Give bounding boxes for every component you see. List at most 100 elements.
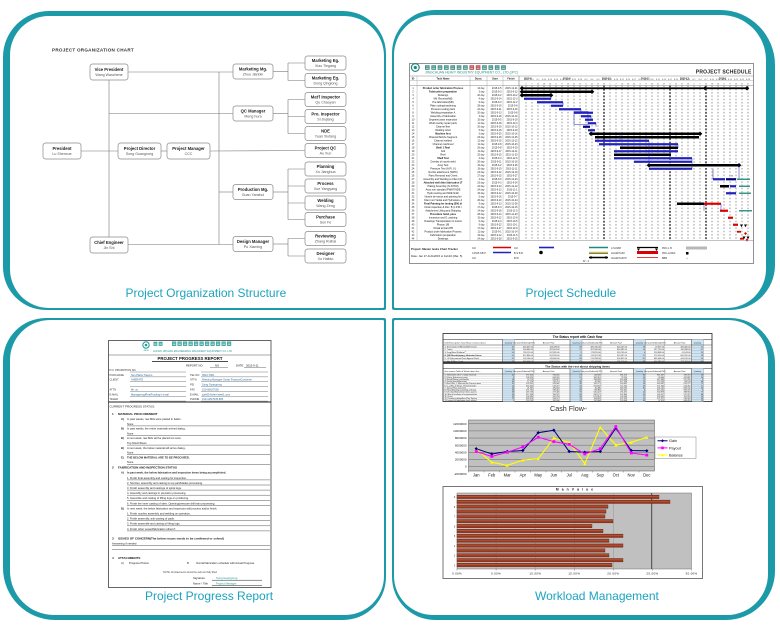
svg-text:6 day: 6 day [479, 220, 486, 223]
svg-text:Project QC: Project QC [315, 146, 337, 151]
svg-text:12 day: 12 day [477, 140, 485, 143]
svg-text:Nozzle de-stress and painting: Nozzle de-stress and painting fini [425, 196, 462, 199]
svg-text:Project Director: Project Director [124, 146, 156, 151]
svg-text:71: 71 [701, 385, 703, 387]
svg-text:TEL NO.: TEL NO. [190, 373, 200, 377]
svg-text:839,976: 839,976 [526, 398, 533, 400]
svg-text:2015-9-7: 2015-9-7 [508, 196, 518, 199]
svg-text:Mar: Mar [504, 472, 512, 477]
svg-text:769,115.00: 769,115.00 [523, 352, 534, 354]
svg-text:206,834.00: 206,834.00 [523, 349, 534, 351]
svg-text:Assembly of fabrication: Assembly of fabrication [430, 115, 456, 118]
svg-text:55,719: 55,719 [527, 379, 533, 381]
svg-text:Unit price/Subtotal(CNY): Unit price/Subtotal(CNY) [644, 370, 666, 373]
svg-text:Name / Title: Name / Title [193, 581, 208, 585]
svg-text:639,879: 639,879 [553, 379, 560, 381]
svg-text:2015-10-4: 2015-10-4 [507, 122, 519, 125]
svg-text:23 day: 23 day [477, 136, 485, 139]
svg-text:35: 35 [701, 352, 704, 354]
svg-text:Pressure Test (N.P.I.I.I): Pressure Test (N.P.I.I.I) [430, 168, 456, 171]
svg-text:Quantity: Quantity [505, 370, 512, 373]
svg-text:2015-9-16: 2015-9-16 [491, 196, 503, 199]
svg-text:8-19: 8-19 [560, 79, 565, 81]
svg-text:1: 1 [112, 412, 114, 416]
svg-text:In past weeks, raw Mtls were p: In past weeks, raw Mtls were placed in I… [127, 417, 182, 421]
svg-text:In past week, the below fabric: In past week, the below fabrication and … [127, 471, 226, 475]
svg-text:10000000: 10000000 [453, 429, 467, 433]
svg-text:2015-9-3: 2015-9-3 [492, 220, 502, 223]
svg-text:Xu Haitao: Xu Haitao [318, 257, 334, 261]
svg-text:8-24: 8-24 [626, 79, 631, 81]
svg-text:Jun: Jun [550, 472, 557, 477]
svg-text:2015-11-23: 2015-11-23 [505, 213, 518, 216]
svg-text:2015-10-23: 2015-10-23 [505, 143, 518, 146]
svg-text:29: 29 [701, 396, 703, 398]
svg-text:Song Guangrong: Song Guangrong [216, 576, 238, 580]
svg-text:Project Manager: Project Manager [172, 146, 205, 151]
svg-text:30: 30 [412, 189, 415, 192]
svg-text:8-25: 8-25 [572, 79, 577, 81]
svg-text:73: 73 [643, 398, 645, 400]
svg-text:35: 35 [512, 396, 514, 398]
svg-text:1. Finish final assembly and c: 1. Finish final assembly and casting for… [127, 476, 187, 480]
svg-text:Fabrication preparation: Fabrication preparation [430, 234, 456, 237]
svg-text:2015-11-1: 2015-11-1 [507, 189, 518, 192]
svg-text:2015-9-10: 2015-9-10 [491, 185, 503, 188]
svg-text:8-1: 8-1 [692, 79, 696, 81]
svg-text:5.00%: 5.00% [491, 572, 501, 576]
svg-text:3: 3 [412, 94, 414, 97]
svg-text:371,795: 371,795 [526, 390, 533, 392]
svg-text:Oct: Oct [613, 472, 620, 477]
svg-text:2015-11-5: 2015-11-5 [507, 234, 518, 237]
svg-text:Reel: Reel [440, 154, 446, 157]
svg-text:8-6: 8-6 [590, 79, 594, 81]
svg-text:Si Jiujiang: Si Jiujiang [317, 118, 333, 122]
svg-text:Shell 1 Reel: Shell 1 Reel [436, 147, 450, 150]
svg-text:Reviewing: Reviewing [315, 234, 336, 239]
svg-text:Marketing Mg.: Marketing Mg. [239, 67, 267, 72]
svg-text:Welding: Welding [317, 198, 334, 203]
svg-text:26 day: 26 day [477, 199, 485, 202]
svg-text:76: 76 [579, 392, 581, 394]
svg-text:8-21: 8-21 [620, 79, 625, 81]
svg-text:19: 19 [543, 84, 546, 86]
svg-text:ATTACHMENTS: ATTACHMENTS [118, 556, 140, 560]
svg-text:A SUMM: A SUMM [611, 247, 621, 250]
svg-text:Fabrication preparation: Fabrication preparation [429, 91, 457, 94]
svg-text:610,438: 610,438 [620, 379, 627, 381]
svg-text:B): B) [121, 446, 124, 450]
svg-text:13: 13 [537, 84, 540, 86]
svg-text:28: 28 [412, 182, 415, 185]
svg-text:36: 36 [412, 210, 415, 213]
svg-text:2015-9-12: 2015-9-12 [507, 91, 519, 94]
svg-text:2. Tubes: 2. Tubes [445, 349, 453, 351]
svg-text:435,693: 435,693 [553, 387, 560, 389]
svg-text:13: 13 [412, 129, 415, 132]
svg-text:Wanting Manager Smart Finance/: Wanting Manager Smart Finance/Customer [202, 378, 252, 382]
svg-text:43: 43 [701, 387, 703, 389]
svg-text:9: 9 [561, 84, 563, 86]
svg-text:41: 41 [512, 383, 514, 385]
svg-text:2015-9-27: 2015-9-27 [507, 175, 519, 178]
svg-text:B.S.B.B: B.S.B.B [514, 252, 523, 255]
svg-text:8-16: 8-16 [554, 79, 559, 81]
svg-text:Plate cutting/machining: Plate cutting/machining [430, 105, 456, 108]
svg-text:2015-9-1: 2015-9-1 [492, 231, 502, 234]
svg-text:B: B [187, 561, 189, 565]
svg-text:Amount Paid: Amount Paid [674, 342, 685, 345]
svg-text:354,859: 354,859 [594, 398, 601, 400]
svg-text:120,714: 120,714 [553, 381, 560, 383]
svg-text:PROJECT SCHEDULE: PROJECT SCHEDULE [696, 70, 752, 76]
svg-text:8-7: 8-7 [536, 79, 540, 81]
svg-text:8-8: 8-8 [650, 79, 654, 81]
svg-text:2015-10-24: 2015-10-24 [505, 199, 518, 202]
svg-text:8000000: 8000000 [455, 436, 467, 440]
svg-text:Marketing Eg.: Marketing Eg. [312, 76, 339, 81]
svg-text:99: 99 [579, 394, 581, 396]
svg-text:2015-9-15: 2015-9-15 [507, 238, 519, 241]
svg-text:P.O. PROMOTION NO.: P.O. PROMOTION NO. [110, 368, 137, 372]
svg-text:Hydro testing and NDE finish: Hydro testing and NDE finish [427, 192, 460, 195]
svg-text:949,461: 949,461 [553, 390, 560, 392]
svg-text:2015-9-14: 2015-9-14 [491, 213, 503, 216]
svg-text:592,800: 592,800 [620, 394, 627, 396]
